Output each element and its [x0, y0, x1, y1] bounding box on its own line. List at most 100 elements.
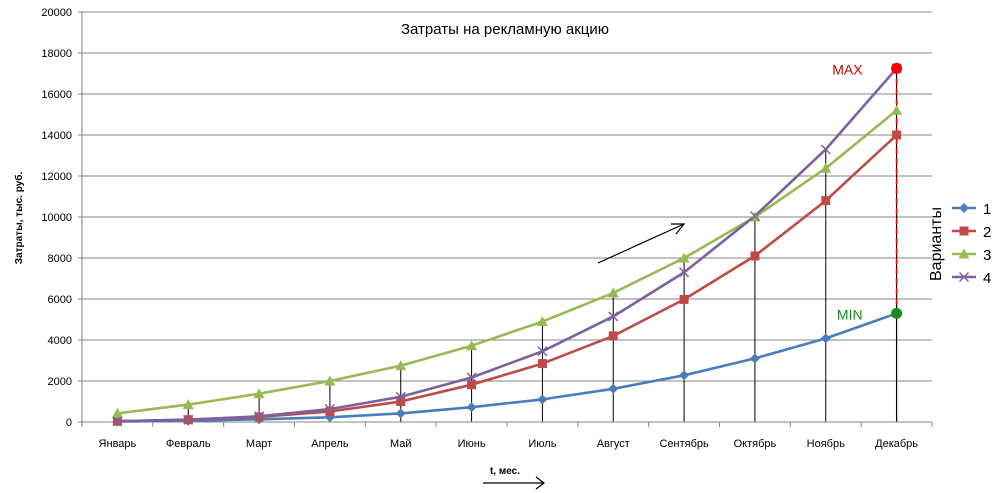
series-line-1 [117, 312, 898, 423]
x-tick-label: Октябрь [734, 438, 777, 450]
series-line-3 [117, 109, 898, 415]
marker-stroke [958, 271, 970, 283]
data-point-series-2 [892, 130, 902, 140]
y-tick-label: 20000 [41, 7, 72, 19]
x-tick-label: Апрель [311, 438, 349, 450]
legend-label: 1 [983, 201, 991, 218]
data-point-series-1 [679, 370, 690, 381]
legend-marker-2 [959, 226, 969, 236]
data-point-series-1 [466, 402, 477, 413]
x-tick-label: Июнь [458, 438, 486, 450]
max-label: MAX [832, 61, 863, 77]
data-point-series-3 [891, 104, 903, 115]
trend-arrow-line [597, 223, 685, 264]
data-point-series-2 [679, 294, 689, 304]
data-point-series-3 [395, 360, 407, 371]
data-point-series-3 [820, 162, 832, 173]
marker-stroke [324, 404, 335, 415]
min-point [891, 307, 903, 319]
chart-title: Затраты на рекламную акцию [401, 21, 609, 38]
x-tick-label: Август [597, 438, 630, 450]
data-point-series-3 [678, 252, 690, 263]
data-point-series-4 [820, 144, 831, 155]
data-point-series-4 [324, 404, 335, 415]
series-line-4 [117, 67, 898, 423]
data-point-series-2 [537, 359, 547, 369]
series-markers [111, 63, 903, 427]
data-point-series-4 [537, 346, 548, 357]
legend-title: Варианты [928, 207, 945, 281]
data-point-series-4 [466, 372, 477, 383]
annotations: MAX MIN [832, 61, 903, 322]
marker-stroke [395, 391, 406, 402]
marker-stroke [820, 144, 831, 155]
legend: 1 2 3 4 [952, 201, 991, 287]
y-tick-label: 6000 [48, 294, 72, 306]
legend-label: 4 [983, 270, 991, 287]
data-point-series-4 [679, 267, 690, 278]
marker-stroke [466, 372, 477, 383]
data-point-series-2 [467, 380, 477, 390]
marker-stroke [254, 411, 265, 422]
data-point-series-1 [820, 333, 831, 344]
data-point-series-2 [396, 397, 406, 406]
data-point-series-4 [608, 311, 619, 322]
data-point-series-3 [466, 340, 478, 351]
y-tick-label: 0 [66, 417, 72, 429]
data-point-series-3 [182, 399, 194, 410]
decorative-arrows [483, 223, 686, 490]
data-point-series-4 [749, 210, 760, 222]
data-point-series-2 [821, 196, 831, 206]
x-tick-label: Ноябрь [807, 438, 845, 450]
grid-lines [82, 11, 932, 382]
y-axis-ticks: 0 2000 4000 6000 8000 10000 12000 14000 16000 180… [41, 7, 72, 429]
x-tick-label: Сентябрь [659, 438, 709, 450]
data-point-series-3 [111, 407, 123, 418]
axes [78, 11, 933, 427]
y-tick-label: 8000 [48, 253, 72, 265]
trend-arrow-head [671, 223, 686, 235]
data-point-series-4 [254, 411, 265, 422]
data-point-series-1 [749, 353, 760, 364]
y-tick-label: 14000 [41, 130, 72, 142]
x-axis-label: t, мес. [490, 466, 520, 477]
data-point-series-2 [325, 407, 335, 417]
x-axis-arrow-head [535, 476, 545, 490]
series-lines [117, 67, 898, 423]
data-point-series-1 [395, 408, 406, 419]
x-tick-label: Февраль [166, 438, 211, 450]
x-tick-label: Декабрь [875, 438, 918, 450]
data-point-series-4 [395, 391, 406, 402]
data-point-series-3 [253, 388, 265, 399]
data-point-series-3 [536, 316, 548, 327]
y-tick-label: 2000 [48, 376, 72, 388]
legend-marker-4 [958, 271, 970, 283]
data-point-series-4 [183, 414, 194, 425]
series-line-2 [117, 134, 898, 423]
max-point [891, 62, 903, 74]
y-tick-label: 12000 [41, 171, 72, 183]
legend-label: 3 [983, 247, 991, 264]
data-point-series-3 [324, 375, 336, 386]
min-label: MIN [837, 306, 863, 322]
y-axis-label: Затраты, тыс. руб. [13, 172, 25, 265]
data-point-series-1 [608, 383, 619, 394]
x-tick-label: Июль [528, 438, 556, 450]
marker-stroke [679, 267, 690, 278]
marker-stroke [608, 311, 619, 322]
data-point-series-1 [537, 394, 548, 405]
data-point-series-3 [607, 287, 619, 298]
legend-marker-3 [958, 248, 970, 259]
data-point-series-2 [750, 251, 760, 261]
x-tick-label: Март [246, 438, 272, 450]
marker-stroke [112, 416, 123, 427]
y-tick-label: 16000 [41, 89, 72, 101]
y-tick-label: 10000 [41, 212, 72, 224]
y-tick-label: 4000 [48, 335, 72, 347]
marker-stroke [537, 346, 548, 357]
y-tick-label: 18000 [41, 48, 72, 60]
x-tick-label: Январь [99, 438, 137, 450]
x-tick-label: Май [390, 438, 412, 450]
data-point-series-2 [608, 331, 618, 341]
drop-lines [116, 68, 898, 422]
